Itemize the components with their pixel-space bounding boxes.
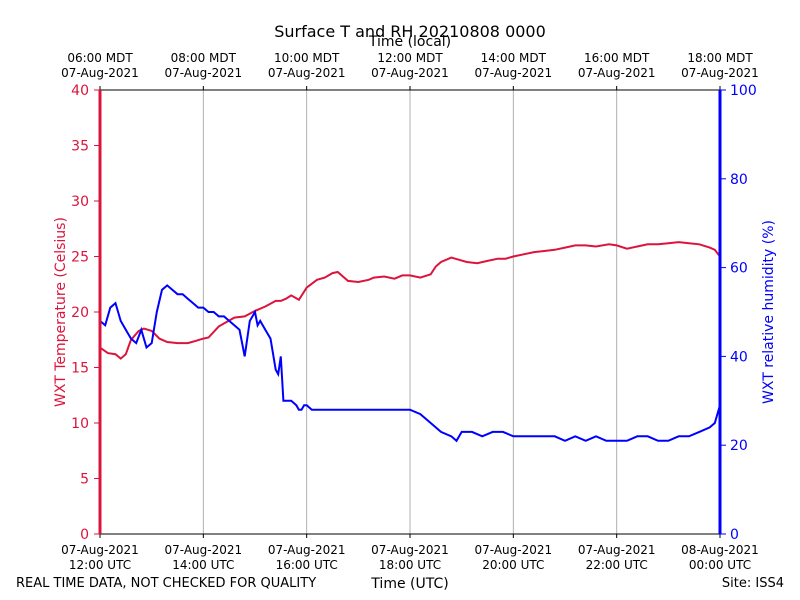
left-tick-label: 40 bbox=[71, 83, 89, 99]
x-tick-time: 20:00 UTC bbox=[482, 558, 544, 572]
right-tick-label: 100 bbox=[730, 83, 757, 99]
top-tick-time: 12:00 MDT bbox=[377, 51, 443, 65]
x-tick-date: 08-Aug-2021 bbox=[681, 543, 759, 557]
left-tick-label: 25 bbox=[71, 250, 89, 266]
left-y-axis: 0 5 10 15 20 25 30 35 40 bbox=[71, 83, 100, 543]
x-tick-time: 22:00 UTC bbox=[586, 558, 648, 572]
humidity-series-line bbox=[99, 284, 721, 443]
x-tick-date: 07-Aug-2021 bbox=[268, 543, 346, 557]
x-tick-date: 07-Aug-2021 bbox=[61, 543, 139, 557]
x-tick-date: 07-Aug-2021 bbox=[475, 543, 553, 557]
left-tick-label: 10 bbox=[71, 416, 89, 432]
top-tick-date: 07-Aug-2021 bbox=[61, 66, 139, 80]
vertical-gridlines bbox=[202, 90, 618, 534]
top-tick-time: 18:00 MDT bbox=[687, 51, 753, 65]
right-axis-label: WXT relative humidity (%) bbox=[761, 220, 777, 404]
top-tick-date: 07-Aug-2021 bbox=[268, 66, 346, 80]
x-tick-time: 16:00 UTC bbox=[276, 558, 338, 572]
top-tick-date: 07-Aug-2021 bbox=[681, 66, 759, 80]
left-tick-label: 5 bbox=[80, 472, 89, 488]
right-tick-label: 20 bbox=[730, 438, 748, 454]
right-tick-label: 80 bbox=[730, 172, 748, 188]
x-tick-time: 14:00 UTC bbox=[172, 558, 234, 572]
x-tick-time: 18:00 UTC bbox=[379, 558, 441, 572]
quality-disclaimer: REAL TIME DATA, NOT CHECKED FOR QUALITY bbox=[16, 576, 317, 591]
x-tick-time: 12:00 UTC bbox=[69, 558, 131, 572]
left-tick-label: 35 bbox=[71, 139, 89, 155]
left-tick-label: 0 bbox=[80, 527, 89, 543]
site-label: Site: ISS4 bbox=[721, 576, 784, 591]
top-tick-date: 07-Aug-2021 bbox=[578, 66, 656, 80]
top-axis-label: Time (local) bbox=[368, 34, 452, 50]
x-tick-date: 07-Aug-2021 bbox=[371, 543, 449, 557]
left-tick-label: 20 bbox=[71, 305, 89, 321]
right-y-axis: 0 20 40 60 80 100 bbox=[720, 83, 757, 543]
x-tick-date: 07-Aug-2021 bbox=[165, 543, 243, 557]
x-tick-time: 00:00 UTC bbox=[689, 558, 751, 572]
right-tick-label: 60 bbox=[730, 261, 748, 277]
top-tick-time: 14:00 MDT bbox=[481, 51, 547, 65]
left-axis-label: WXT Temperature (Celsius) bbox=[53, 217, 69, 407]
x-tick-date: 07-Aug-2021 bbox=[578, 543, 656, 557]
top-tick-date: 07-Aug-2021 bbox=[371, 66, 449, 80]
bottom-axis-label: Time (UTC) bbox=[371, 576, 449, 592]
top-tick-date: 07-Aug-2021 bbox=[475, 66, 553, 80]
right-tick-label: 0 bbox=[730, 527, 739, 543]
left-tick-label: 30 bbox=[71, 194, 89, 210]
chart-title: Surface T and RH 20210808 0000 bbox=[274, 22, 546, 41]
right-tick-label: 40 bbox=[730, 349, 748, 365]
temperature-series-line bbox=[99, 241, 721, 360]
top-tick-time: 06:00 MDT bbox=[67, 51, 133, 65]
top-tick-date: 07-Aug-2021 bbox=[165, 66, 243, 80]
top-tick-time: 16:00 MDT bbox=[584, 51, 650, 65]
top-tick-time: 10:00 MDT bbox=[274, 51, 340, 65]
left-tick-label: 15 bbox=[71, 361, 89, 377]
top-tick-time: 08:00 MDT bbox=[171, 51, 237, 65]
